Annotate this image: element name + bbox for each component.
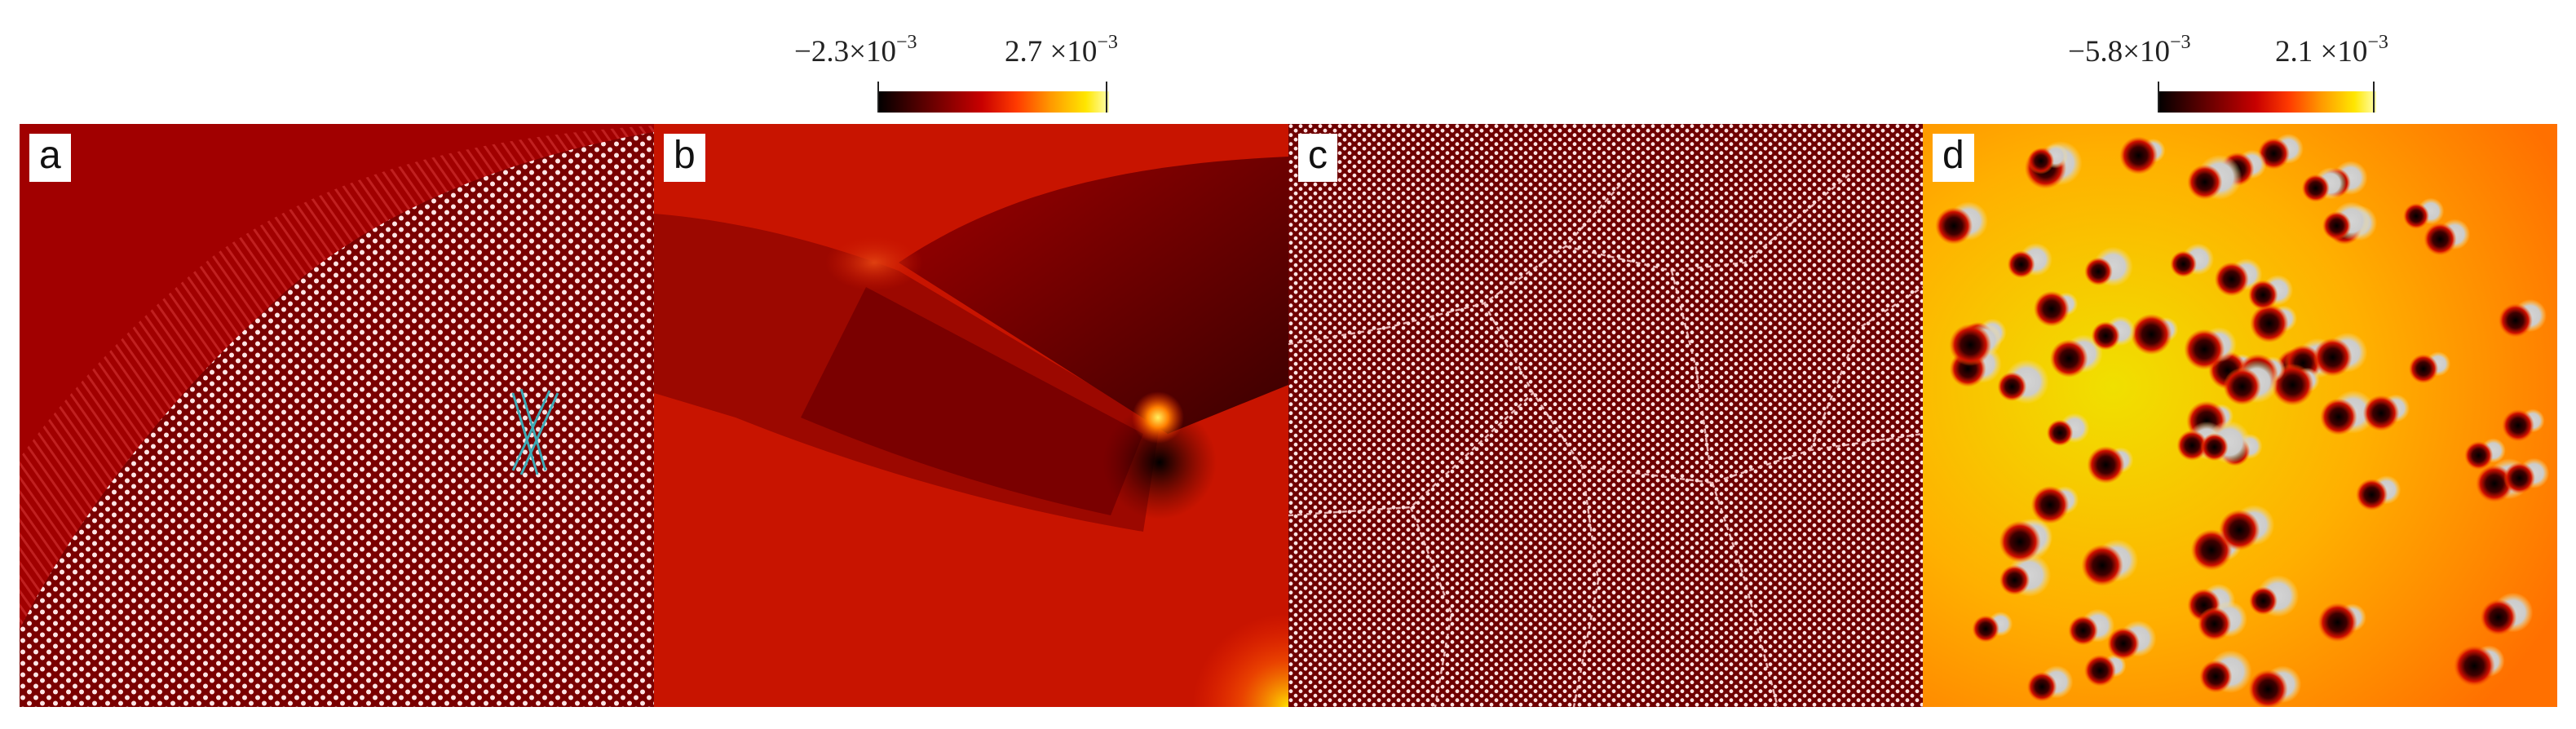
defect-core bbox=[2424, 223, 2457, 256]
defect-core bbox=[2362, 395, 2400, 431]
defect-core bbox=[2199, 660, 2233, 693]
defect-core bbox=[2480, 599, 2517, 636]
defect-core bbox=[2170, 250, 2197, 278]
grain-boundaries bbox=[1288, 172, 1923, 707]
defect-core bbox=[2200, 433, 2229, 462]
panel-d-image bbox=[1923, 124, 2557, 707]
defect-core bbox=[2464, 440, 2494, 471]
panel-d-defects bbox=[1935, 133, 2550, 707]
panel-c-label: c bbox=[1298, 134, 1337, 182]
defect-core bbox=[1999, 520, 2041, 563]
defect-core bbox=[2026, 671, 2057, 702]
defect-core bbox=[2475, 465, 2514, 503]
defect-core bbox=[2322, 211, 2352, 241]
defect-core bbox=[2184, 329, 2225, 370]
colorbar-2-max-tick bbox=[2373, 82, 2375, 113]
defect-core bbox=[2318, 603, 2357, 643]
defect-core bbox=[2503, 462, 2535, 494]
defect-core bbox=[2408, 354, 2439, 384]
defect-core bbox=[2068, 615, 2098, 646]
defect-core bbox=[2219, 509, 2260, 551]
panel-b: b bbox=[654, 124, 1288, 707]
panel-b-label: b bbox=[664, 134, 705, 182]
colorbar-2-min-label: −5.8×10−3 bbox=[2068, 32, 2191, 68]
defect-core bbox=[2502, 409, 2534, 442]
colorbar-1-min-label: −2.3×10−3 bbox=[794, 32, 917, 68]
defect-core bbox=[2250, 303, 2289, 343]
defect-core bbox=[2402, 202, 2430, 229]
panel-d: d bbox=[1923, 124, 2557, 707]
defect-core bbox=[2214, 262, 2249, 297]
defect-core bbox=[1972, 615, 1999, 643]
dislocation-marker bbox=[511, 388, 559, 475]
colorbar-2-min-tick bbox=[2158, 82, 2159, 113]
defect-core bbox=[2453, 645, 2495, 687]
defect-core bbox=[2107, 627, 2140, 661]
defect-core bbox=[2027, 148, 2055, 175]
colorbar-1 bbox=[877, 91, 1109, 113]
panel-a: a bbox=[20, 124, 654, 707]
defect-core bbox=[2187, 164, 2223, 200]
colorbar-1-max-label: 2.7 ×10−3 bbox=[1005, 32, 1118, 68]
defect-core bbox=[2049, 339, 2088, 378]
panel-a-image bbox=[20, 124, 654, 707]
defect-core bbox=[2030, 485, 2070, 524]
defect-core bbox=[2091, 321, 2120, 351]
defect-core bbox=[2033, 290, 2070, 327]
defect-core bbox=[2498, 303, 2533, 338]
panel-a-label: a bbox=[29, 134, 71, 182]
defect-core bbox=[2248, 669, 2288, 707]
defect-core bbox=[2313, 338, 2353, 377]
defect-core bbox=[2081, 544, 2123, 587]
defect-core bbox=[2087, 445, 2125, 484]
colorbar-2-max-label: 2.1 ×10−3 bbox=[2275, 32, 2388, 68]
defect-core bbox=[2247, 280, 2278, 311]
colorbar-2 bbox=[2158, 91, 2376, 113]
defect-core bbox=[2320, 398, 2357, 435]
defect-core bbox=[2084, 257, 2113, 286]
defect-core bbox=[2119, 136, 2158, 175]
defect-core bbox=[2355, 479, 2388, 511]
colorbar-1-max-tick bbox=[1106, 82, 1107, 113]
defect-core bbox=[2197, 607, 2232, 641]
panel-b-image bbox=[654, 124, 1288, 707]
panel-c-image bbox=[1288, 124, 1923, 707]
colorbar-1-gradient bbox=[877, 91, 1109, 113]
defect-core bbox=[1949, 324, 1992, 366]
defect-core bbox=[2223, 367, 2261, 406]
colorbar-1-min-tick bbox=[877, 82, 879, 113]
defect-core bbox=[1997, 372, 2027, 401]
defect-core bbox=[2007, 250, 2035, 279]
defect-core bbox=[2176, 430, 2208, 462]
colorbar-2-gradient bbox=[2158, 91, 2376, 113]
defect-core bbox=[2130, 313, 2172, 356]
defect-core bbox=[1935, 207, 1973, 245]
panel-d-label: d bbox=[1933, 134, 1974, 182]
defect-core bbox=[1999, 564, 2030, 596]
defect-core bbox=[2046, 419, 2074, 447]
panel-c: c bbox=[1288, 124, 1923, 707]
defect-core bbox=[2301, 174, 2330, 202]
defect-core bbox=[2083, 654, 2116, 687]
defect-core bbox=[2249, 586, 2278, 616]
